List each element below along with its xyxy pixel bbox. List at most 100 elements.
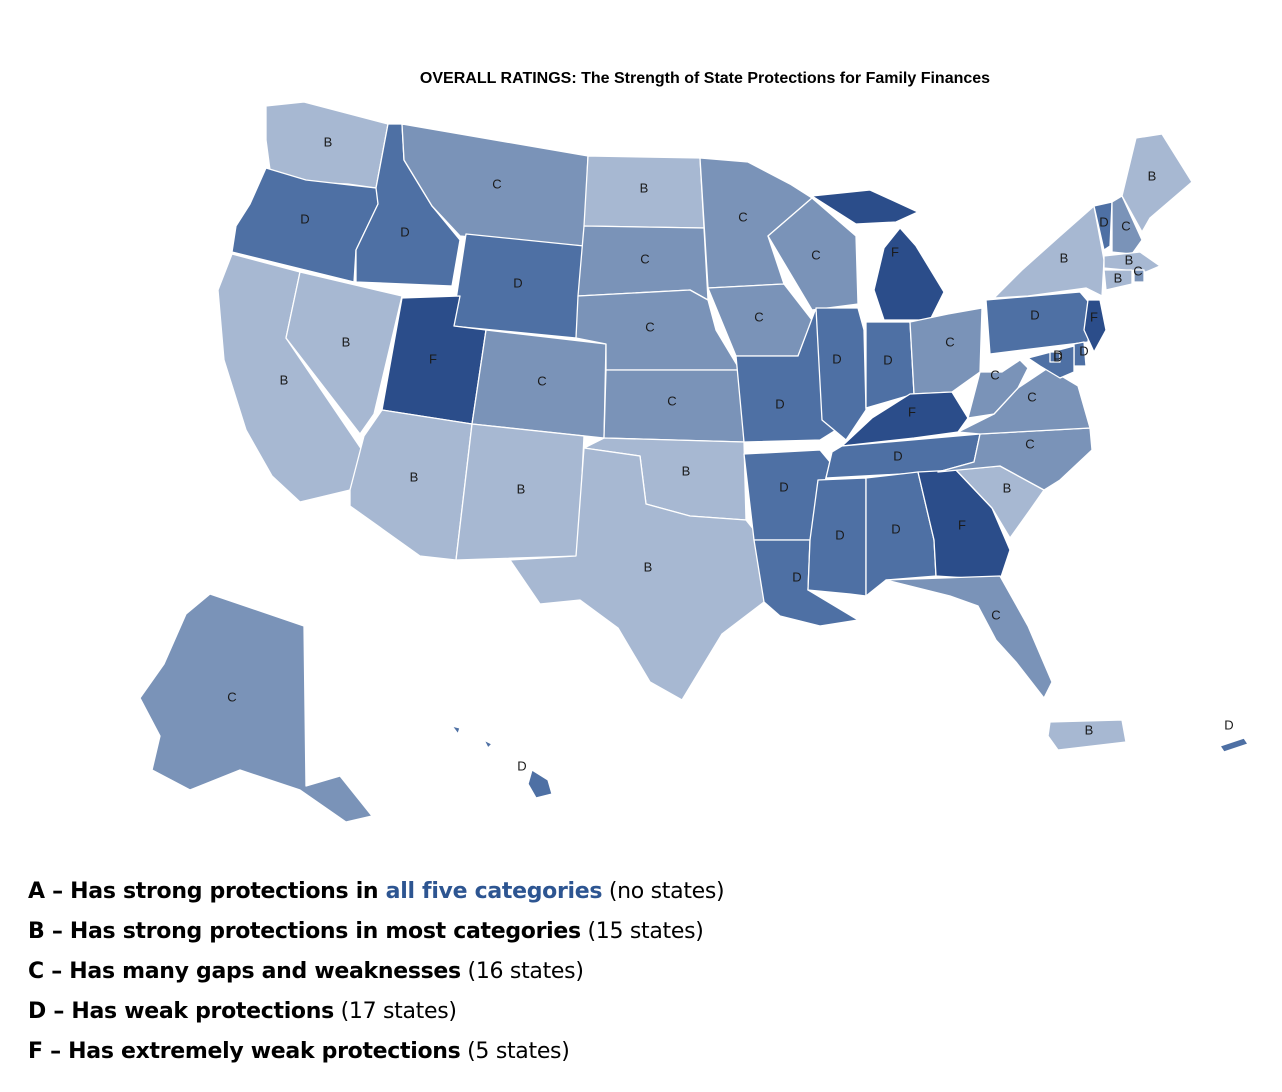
legend-row-b: B – Has strong protections in most categ…: [28, 912, 724, 952]
grade-label-florida: C: [991, 607, 1000, 622]
grade-label-new-york: B: [1060, 250, 1069, 265]
grade-label-texas: B: [644, 559, 653, 574]
map-title: OVERALL RATINGS: The Strength of State P…: [419, 70, 991, 87]
state-wisconsin: [767, 197, 859, 311]
grade-label-georgia: F: [958, 517, 966, 532]
state-oregon: [231, 167, 381, 283]
state-ohio: [909, 307, 983, 395]
legend-row-f: F – Has extremely weak protections (5 st…: [28, 1032, 724, 1072]
grade-label-kansas: C: [667, 393, 676, 408]
grade-label-washington: B: [324, 134, 333, 149]
grade-label-delaware: D: [1079, 343, 1088, 358]
grade-label-minnesota: C: [738, 209, 747, 224]
grade-label-mississippi: D: [835, 527, 844, 542]
grade-label-louisiana: D: [792, 569, 801, 584]
state-rhode-island: [1133, 269, 1145, 283]
state-west-virginia: [967, 359, 1029, 419]
grade-label-u-s-virgin-islands: D: [1224, 717, 1233, 732]
legend-row-c: C – Has many gaps and weaknesses (16 sta…: [28, 952, 724, 992]
grade-label-new-hampshire: C: [1121, 218, 1130, 233]
grade-label-connecticut: B: [1114, 270, 1123, 285]
grade-label-south-dakota: C: [640, 251, 649, 266]
grade-label-kentucky: F: [908, 404, 916, 419]
state-new-hampshire: [1111, 195, 1143, 255]
legend-grade: A: [28, 879, 45, 904]
legend-grade: F: [28, 1039, 43, 1064]
grade-label-wisconsin: C: [811, 247, 820, 262]
grade-label-montana: C: [492, 176, 501, 191]
grade-label-vermont: D: [1099, 214, 1108, 229]
grade-label-alabama: D: [891, 521, 900, 536]
state-north-carolina: [937, 427, 1093, 491]
legend-description: Has extremely weak protections: [68, 1039, 461, 1064]
grade-label-alaska: C: [227, 689, 236, 704]
legend-count: (no states): [602, 879, 725, 904]
grade-label-ohio: C: [945, 334, 954, 349]
state-new-york: [993, 205, 1105, 299]
grade-label-missouri: D: [775, 396, 784, 411]
grade-label-south-carolina: B: [1003, 480, 1012, 495]
legend-grade: C: [28, 959, 44, 984]
state-new-jersey: [1083, 299, 1107, 353]
grade-label-illinois: D: [832, 351, 841, 366]
legend-count: (16 states): [460, 959, 584, 984]
legend-row-d: D – Has weak protections (17 states): [28, 992, 724, 1032]
legend-row-a: A – Has strong protections in all five c…: [28, 872, 725, 912]
state-nevada: [285, 271, 403, 435]
grade-label-virginia: C: [1027, 389, 1036, 404]
state-puerto-rico: [1047, 719, 1127, 751]
legend-dash: –: [45, 999, 72, 1024]
state-illinois: [815, 307, 867, 441]
grade-label-wyoming: D: [513, 275, 522, 290]
grade-label-west-virginia: C: [990, 367, 999, 382]
state-florida: [885, 575, 1053, 699]
grade-label-rhode-island: C: [1133, 263, 1142, 278]
grade-label-new-mexico: B: [517, 481, 526, 496]
grade-label-hawaii: D: [517, 758, 526, 773]
grade-label-california: B: [280, 372, 289, 387]
grade-label-nevada: B: [342, 334, 351, 349]
grade-label-north-carolina: C: [1025, 436, 1034, 451]
legend-grade: D: [28, 999, 46, 1024]
grade-label-district-of-columbia: D: [1053, 349, 1062, 364]
state-kentucky: [841, 391, 969, 447]
legend-description: Has many gaps and weaknesses: [69, 959, 461, 984]
legend-dash: –: [43, 959, 70, 984]
legend-description: Has strong protections in most categorie…: [69, 919, 581, 944]
legend-dash: –: [44, 919, 70, 944]
grade-label-colorado: C: [537, 373, 546, 388]
state-hawaii: [451, 725, 553, 799]
legend-count: (5 states): [460, 1039, 570, 1064]
state-massachusetts: [1103, 251, 1161, 273]
grade-label-utah: F: [429, 351, 437, 366]
grade-label-pennsylvania: D: [1030, 307, 1039, 322]
grade-label-nebraska: C: [645, 319, 654, 334]
grade-label-new-jersey: F: [1090, 309, 1098, 324]
grade-label-oklahoma: B: [682, 463, 691, 478]
grade-legend: A – Has strong protections in all five c…: [28, 872, 725, 1072]
grade-label-indiana: D: [883, 352, 892, 367]
state-u-s-virgin-islands: [1219, 737, 1249, 753]
grade-label-arkansas: D: [779, 479, 788, 494]
legend-highlight: all five categories: [385, 879, 603, 904]
state-arizona: [349, 409, 473, 561]
grade-label-puerto-rico: B: [1085, 722, 1094, 737]
grade-label-arizona: B: [410, 469, 419, 484]
grade-label-idaho: D: [400, 224, 409, 239]
legend-grade: B: [28, 919, 45, 944]
grade-label-maryland: D: [1053, 347, 1062, 362]
state-texas: [509, 447, 765, 701]
legend-dash: –: [44, 879, 71, 904]
state-maine: [1121, 133, 1193, 233]
grade-label-michigan: F: [891, 244, 899, 259]
grade-label-tennessee: D: [893, 448, 902, 463]
state-connecticut: [1103, 269, 1133, 291]
grade-label-oregon: D: [300, 211, 309, 226]
state-michigan: [811, 189, 945, 321]
grade-label-iowa: C: [754, 309, 763, 324]
state-vermont: [1093, 201, 1113, 251]
legend-count: (17 states): [333, 999, 457, 1024]
state-alaska: [139, 593, 373, 823]
